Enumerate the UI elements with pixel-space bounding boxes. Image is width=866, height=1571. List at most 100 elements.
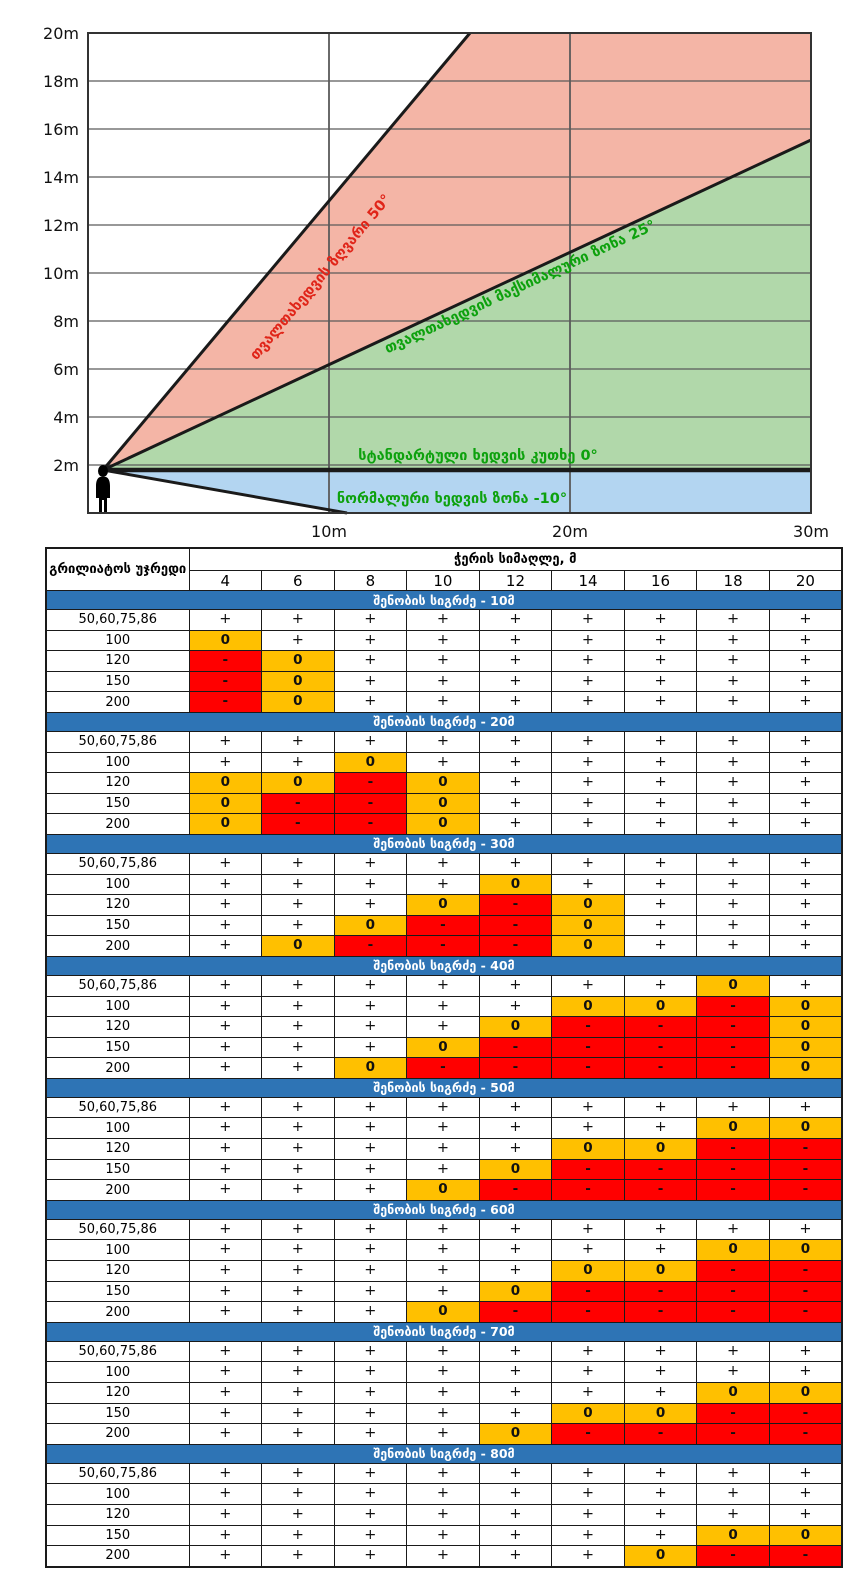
matrix-cell: + (768, 1340, 843, 1363)
matrix-cell: + (478, 1503, 553, 1526)
matrix-cell: + (623, 1524, 698, 1547)
matrix-cell: + (478, 1239, 553, 1262)
matrix-cell: 0 (696, 1117, 770, 1140)
matrix-cell: + (623, 852, 698, 875)
matrix-cell: - (696, 1402, 770, 1425)
y-tick-label: 8m (53, 312, 79, 331)
cell-size-label: 100 (45, 1361, 190, 1383)
matrix-cell: + (333, 670, 408, 693)
matrix-cell: + (188, 730, 263, 753)
matrix-cell: + (261, 1340, 335, 1363)
matrix-cell: + (478, 1483, 553, 1505)
matrix-cell: 0 (478, 1016, 553, 1038)
table-row: 120 + + + + + + + + + (45, 1503, 843, 1526)
matrix-cell: + (261, 1158, 335, 1181)
matrix-cell: + (551, 1239, 625, 1262)
section-banner: შენობის სიგრძე - 30მ (45, 833, 843, 854)
matrix-cell: + (333, 1503, 408, 1526)
matrix-cell: + (623, 1382, 698, 1404)
matrix-cell: + (768, 1361, 843, 1383)
matrix-cell: 0 (406, 813, 480, 835)
matrix-cell: + (478, 995, 553, 1018)
matrix-cell: - (261, 792, 335, 815)
matrix-cell: + (261, 730, 335, 753)
matrix-cell: + (188, 1260, 263, 1282)
matrix-cell: - (623, 1158, 698, 1181)
viewing-angle-chart: თვალთახედვის ზღვარი 50° თვალთახედვის მაქ… (43, 24, 829, 541)
matrix-cell: + (406, 1524, 480, 1547)
matrix-cell: + (768, 974, 843, 997)
plot-border (87, 32, 812, 514)
matrix-cell: + (623, 935, 698, 957)
matrix-cell: + (188, 852, 263, 875)
matrix-cell: + (188, 1036, 263, 1059)
cell-size-label: 50,60,75,86 (45, 852, 190, 875)
matrix-cell: + (478, 772, 553, 794)
matrix-cell: + (623, 691, 698, 713)
matrix-cell: - (623, 1057, 698, 1079)
matrix-cell: + (333, 852, 408, 875)
matrix-cell: + (188, 1402, 263, 1425)
matrix-cell: - (188, 650, 263, 672)
matrix-cell: + (261, 852, 335, 875)
table-row: 150 + + + +0- - - - (45, 1158, 843, 1181)
matrix-cell: + (406, 1503, 480, 1526)
cell-size-label: 200 (45, 1545, 190, 1568)
y-tick-label: 12m (43, 216, 79, 235)
matrix-cell: - (768, 1301, 843, 1323)
matrix-cell: 0 (406, 1179, 480, 1201)
cell-size-label: 120 (45, 1382, 190, 1404)
cell-size-label: 50,60,75,86 (45, 1218, 190, 1241)
cell-size-label: 200 (45, 1423, 190, 1445)
matrix-cell: + (188, 995, 263, 1018)
matrix-cell: + (261, 1423, 335, 1445)
cell-size-label: 200 (45, 1301, 190, 1323)
matrix-cell: + (188, 1158, 263, 1181)
matrix-cell: + (261, 1361, 335, 1383)
matrix-cell: + (696, 751, 770, 774)
matrix-cell: 0 (551, 1138, 625, 1160)
matrix-cell: + (188, 1382, 263, 1404)
matrix-cell: - (623, 1423, 698, 1445)
table-row: 100 + + + + + + +0 0 (45, 1117, 843, 1140)
matrix-cell: - (768, 1280, 843, 1303)
matrix-cell: + (261, 1545, 335, 1568)
table-row: 50,60,75,86 + + + + + + + + + (45, 609, 843, 631)
cell-size-label: 100 (45, 1483, 190, 1505)
matrix-cell: 0 (768, 1057, 843, 1079)
matrix-cell: - (188, 691, 263, 713)
matrix-cell: 0 (551, 995, 625, 1018)
matrix-cell: + (261, 1218, 335, 1241)
matrix-cell: + (261, 1503, 335, 1526)
table-row: 200 + + + + + +0- - (45, 1545, 843, 1568)
matrix-cell: 0 (768, 995, 843, 1018)
matrix-cell: + (188, 935, 263, 957)
matrix-cell: - (478, 935, 553, 957)
matrix-cell: 0 (478, 1158, 553, 1181)
matrix-cell: + (696, 609, 770, 631)
cell-size-label: 120 (45, 1138, 190, 1160)
matrix-cell: + (768, 813, 843, 835)
table-row: 120 + + + +0- - -0 (45, 1016, 843, 1038)
matrix-cell: + (551, 730, 625, 753)
matrix-cell: + (261, 751, 335, 774)
matrix-cell: - (478, 1057, 553, 1079)
matrix-cell: - (551, 1036, 625, 1059)
matrix-cell: + (261, 1483, 335, 1505)
cell-size-label: 200 (45, 691, 190, 713)
matrix-cell: + (406, 1260, 480, 1282)
y-tick-label: 4m (53, 408, 79, 427)
matrix-cell: - (406, 935, 480, 957)
matrix-cell: 0 (188, 792, 263, 815)
matrix-cell: + (623, 1096, 698, 1119)
matrix-cell: + (406, 1423, 480, 1445)
matrix-cell: + (406, 1402, 480, 1425)
table-row: 100 + + + + + + + + + (45, 1361, 843, 1383)
matrix-cell: + (768, 792, 843, 815)
matrix-cell: + (551, 1361, 625, 1383)
matrix-cell: + (333, 1016, 408, 1038)
matrix-cell: 0 (333, 914, 408, 937)
matrix-cell: + (623, 1361, 698, 1383)
matrix-cell: + (623, 650, 698, 672)
matrix-cell: + (623, 1340, 698, 1363)
